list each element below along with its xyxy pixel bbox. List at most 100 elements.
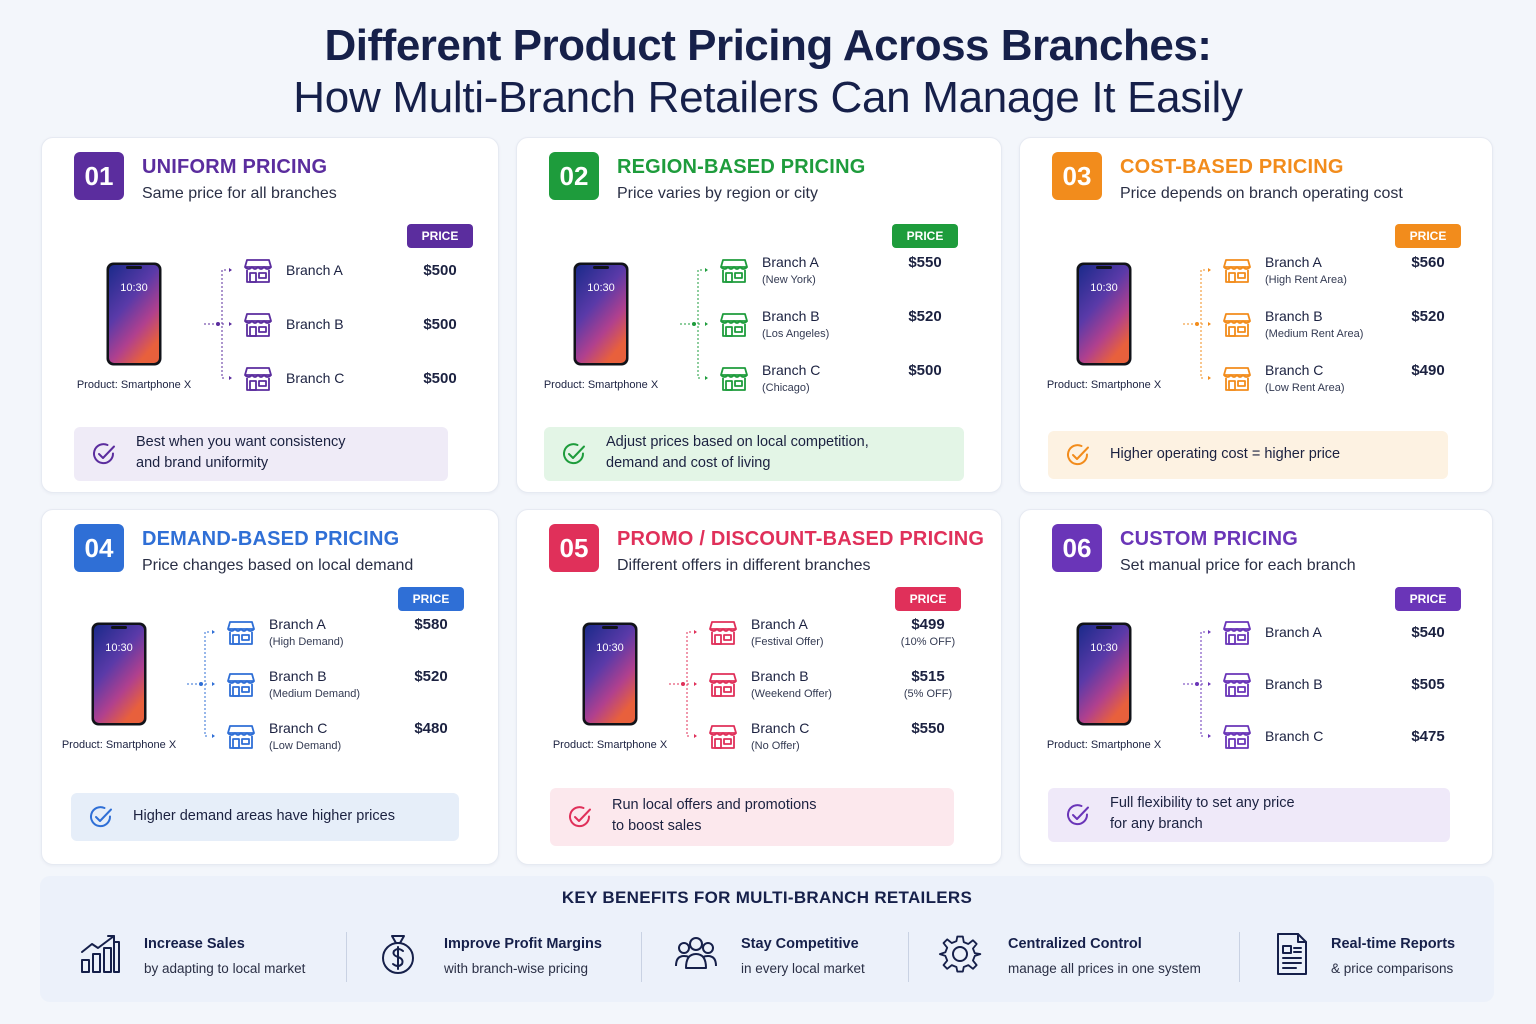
benefit-item: Improve Profit Margins with branch-wise p… [376, 928, 644, 984]
branch-row-c: Branch C [244, 360, 414, 400]
branch-row-a: Branch A (New York) [720, 252, 890, 292]
phone-clock: 10:30 [105, 642, 133, 654]
card-number-badge: 04 [74, 524, 124, 572]
branch-connector-lines [680, 268, 708, 380]
branch-price: $520 [414, 668, 448, 685]
card-note-line: Higher operating cost = higher price [1110, 446, 1341, 462]
branch-name: Branch B [751, 668, 809, 684]
card-number-badge: 06 [1052, 524, 1102, 572]
benefit-title: Improve Profit Margins [444, 936, 602, 952]
store-icon [720, 312, 748, 338]
benefit-divider [1239, 932, 1240, 982]
branch-price: $580 [414, 616, 448, 633]
card-note-line: demand and cost of living [606, 455, 771, 471]
branch-name: Branch A [751, 616, 808, 632]
branch-detail: (Chicago) [762, 382, 810, 394]
branch-price: $540 [1411, 624, 1445, 641]
branch-row-c: Branch C [1223, 718, 1393, 758]
branch-row-a: Branch A [1223, 614, 1393, 654]
phone-clock: 10:30 [587, 282, 615, 294]
price-tag: PRICE [407, 224, 473, 248]
card-subtitle: Price changes based on local demand [142, 557, 414, 574]
price-tag: PRICE [1395, 224, 1461, 248]
card-number-badge: 02 [549, 152, 599, 200]
card-note-line: to boost sales [612, 818, 702, 834]
branch-row-c: Branch C (No Offer) [709, 718, 879, 758]
smartphone-image: 10:30 [1076, 262, 1132, 366]
smartphone-image: 10:30 [91, 622, 147, 726]
benefit-title: Increase Sales [144, 936, 245, 952]
check-circle-icon [568, 805, 592, 829]
card-title: COST-BASED PRICING [1120, 156, 1344, 178]
branch-price: $500 [423, 316, 457, 333]
users-group-icon [674, 932, 718, 976]
card-note-text: Run local offers and promotions to boost … [612, 795, 816, 837]
branch-name: Branch C [751, 720, 810, 736]
smartphone-image: 10:30 [573, 262, 629, 366]
price-tag: PRICE [892, 224, 958, 248]
product-label: Product: Smartphone X [543, 379, 659, 391]
benefits-panel: KEY BENEFITS FOR MULTI-BRANCH RETAILERS … [40, 876, 1494, 1002]
benefit-item: Centralized Control manage all prices in … [938, 928, 1208, 984]
branch-name: Branch C [269, 720, 328, 736]
check-circle-icon [92, 442, 116, 466]
branch-name: Branch A [1265, 254, 1322, 270]
card-note: Best when you want consistency and brand … [74, 427, 448, 481]
pricing-card-05: 05 PROMO / DISCOUNT-BASED PRICING Differen… [516, 509, 1002, 865]
benefit-description: manage all prices in one system [1008, 961, 1201, 976]
check-circle-icon [562, 442, 586, 466]
branch-name: Branch B [269, 668, 327, 684]
branch-name: Branch B [762, 308, 820, 324]
branch-price: $500 [423, 370, 457, 387]
price-tag: PRICE [398, 587, 464, 611]
branch-price: $490 [1411, 362, 1445, 379]
card-note: Run local offers and promotions to boost … [550, 788, 954, 846]
card-note-text: Higher operating cost = higher price [1110, 444, 1340, 465]
card-note: Higher demand areas have higher prices [71, 793, 459, 841]
branch-price: $520 [908, 308, 942, 325]
pricing-card-03: 03 COST-BASED PRICING Price depends on bra… [1019, 137, 1493, 493]
branch-price: $520 [1411, 308, 1445, 325]
store-icon [720, 258, 748, 284]
branch-detail: (Los Angeles) [762, 328, 830, 340]
branch-detail: (Low Rent Area) [1265, 382, 1345, 394]
card-note-text: Full flexibility to set any price for any… [1110, 793, 1295, 835]
branch-price: $550 [911, 720, 945, 737]
benefit-item: Real-time Reports & price comparisons [1270, 928, 1531, 984]
branch-row-a: Branch A (High Rent Area) [1223, 252, 1393, 292]
card-note-line: and brand uniformity [136, 455, 269, 471]
price-discount-note: (5% OFF) [903, 688, 953, 700]
benefits-title: KEY BENEFITS FOR MULTI-BRANCH RETAILERS [561, 888, 973, 907]
product-label: Product: Smartphone X [1046, 379, 1162, 391]
store-icon [709, 620, 737, 646]
card-note: Adjust prices based on local competition… [544, 427, 964, 481]
branch-connector-lines [204, 268, 232, 380]
card-note-line: Best when you want consistency [136, 434, 346, 450]
phone-clock: 10:30 [596, 642, 624, 654]
branch-name: Branch A [762, 254, 819, 270]
branch-row-c: Branch C (Chicago) [720, 360, 890, 400]
benefit-description: in every local market [741, 961, 865, 976]
check-circle-icon [89, 805, 113, 829]
store-icon [244, 312, 272, 338]
benefit-title: Centralized Control [1008, 936, 1142, 952]
branch-name: Branch C [1265, 362, 1324, 378]
branch-detail: (Weekend Offer) [751, 688, 832, 700]
branch-row-b: Branch B [1223, 666, 1393, 706]
price-discount-note: (10% OFF) [900, 636, 956, 648]
branch-price: $500 [423, 262, 457, 279]
card-subtitle: Same price for all branches [142, 185, 337, 202]
card-note-line: Higher demand areas have higher prices [133, 808, 395, 824]
branch-row-b: Branch B (Medium Demand) [227, 666, 397, 706]
product-label: Product: Smartphone X [76, 379, 192, 391]
branch-connector-lines [1183, 268, 1211, 380]
card-subtitle: Price varies by region or city [617, 185, 818, 202]
benefit-item: Stay Competitive in every local market [674, 928, 941, 984]
branch-price: $475 [1411, 728, 1445, 745]
benefit-title: Real-time Reports [1331, 936, 1456, 952]
branch-detail: (Low Demand) [269, 740, 342, 752]
pricing-card-04: 04 DEMAND-BASED PRICING Price changes base… [41, 509, 499, 865]
branch-detail: (Medium Demand) [269, 688, 361, 700]
card-title: REGION-BASED PRICING [617, 156, 866, 178]
branch-row-a: Branch A (High Demand) [227, 614, 397, 654]
